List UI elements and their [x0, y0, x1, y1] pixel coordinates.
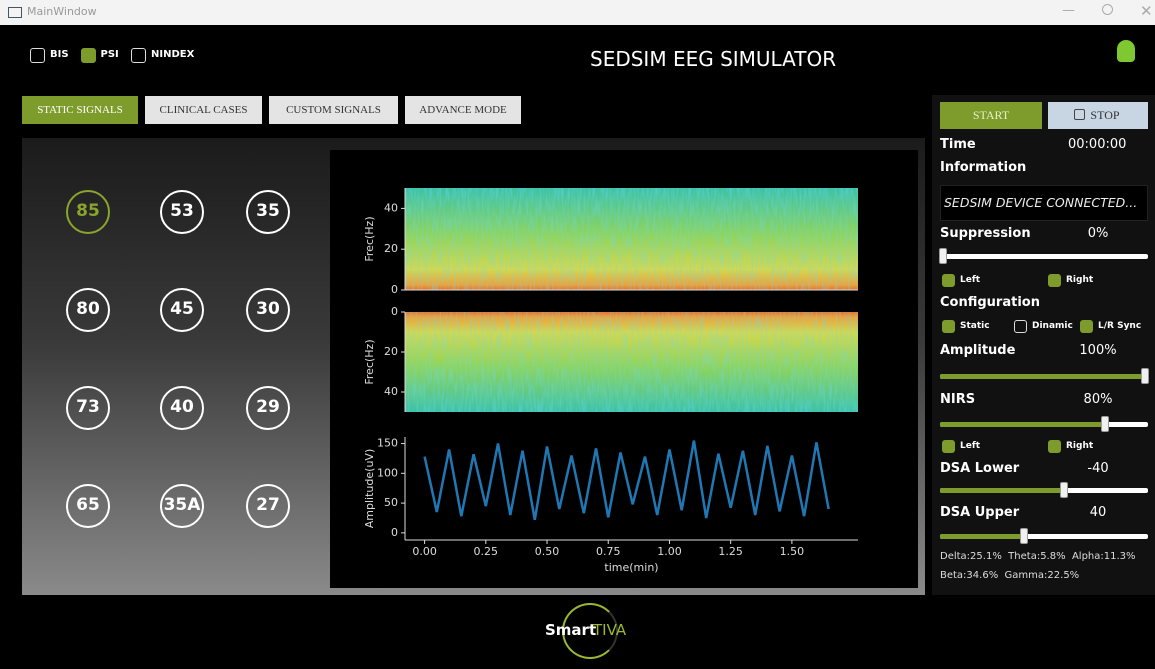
spectrogram-noise	[405, 188, 858, 290]
y-tick-label: 20	[384, 242, 398, 255]
signal-line	[425, 441, 829, 520]
x-axis-label: time(min)	[604, 561, 658, 574]
x-tick-label: 0.00	[412, 545, 437, 558]
x-tick-label: 1.50	[780, 545, 805, 558]
y-axis-label: Frec(Hz)	[363, 339, 376, 384]
y-tick-label: 0	[391, 526, 398, 539]
x-tick-label: 0.25	[474, 545, 499, 558]
x-tick-label: 0.50	[535, 545, 560, 558]
x-tick-label: 0.75	[596, 545, 621, 558]
y-tick-label: 40	[384, 385, 398, 398]
y-tick-label: 40	[384, 201, 398, 214]
spectrogram-noise	[405, 312, 858, 412]
y-tick-label: 150	[377, 437, 398, 450]
y-tick-label: 100	[377, 466, 398, 479]
x-tick-label: 1.00	[657, 545, 682, 558]
x-tick-label: 1.25	[718, 545, 743, 558]
main-window: MainWindow — ✕ SEDSIM EEG SIMULATOR BISP…	[0, 0, 1155, 669]
y-tick-label: 0	[391, 283, 398, 296]
y-tick-label: 20	[384, 345, 398, 358]
y-axis-label: Amplitude(uV)	[363, 449, 376, 528]
y-tick-label: 50	[384, 496, 398, 509]
y-axis-label: Frec(Hz)	[363, 216, 376, 261]
y-tick-label: 0	[391, 305, 398, 318]
plots: 0 20 40 Frec(Hz) 0 20 40 Frec(Hz) 0 50 100 150Ampli…	[0, 0, 1155, 669]
